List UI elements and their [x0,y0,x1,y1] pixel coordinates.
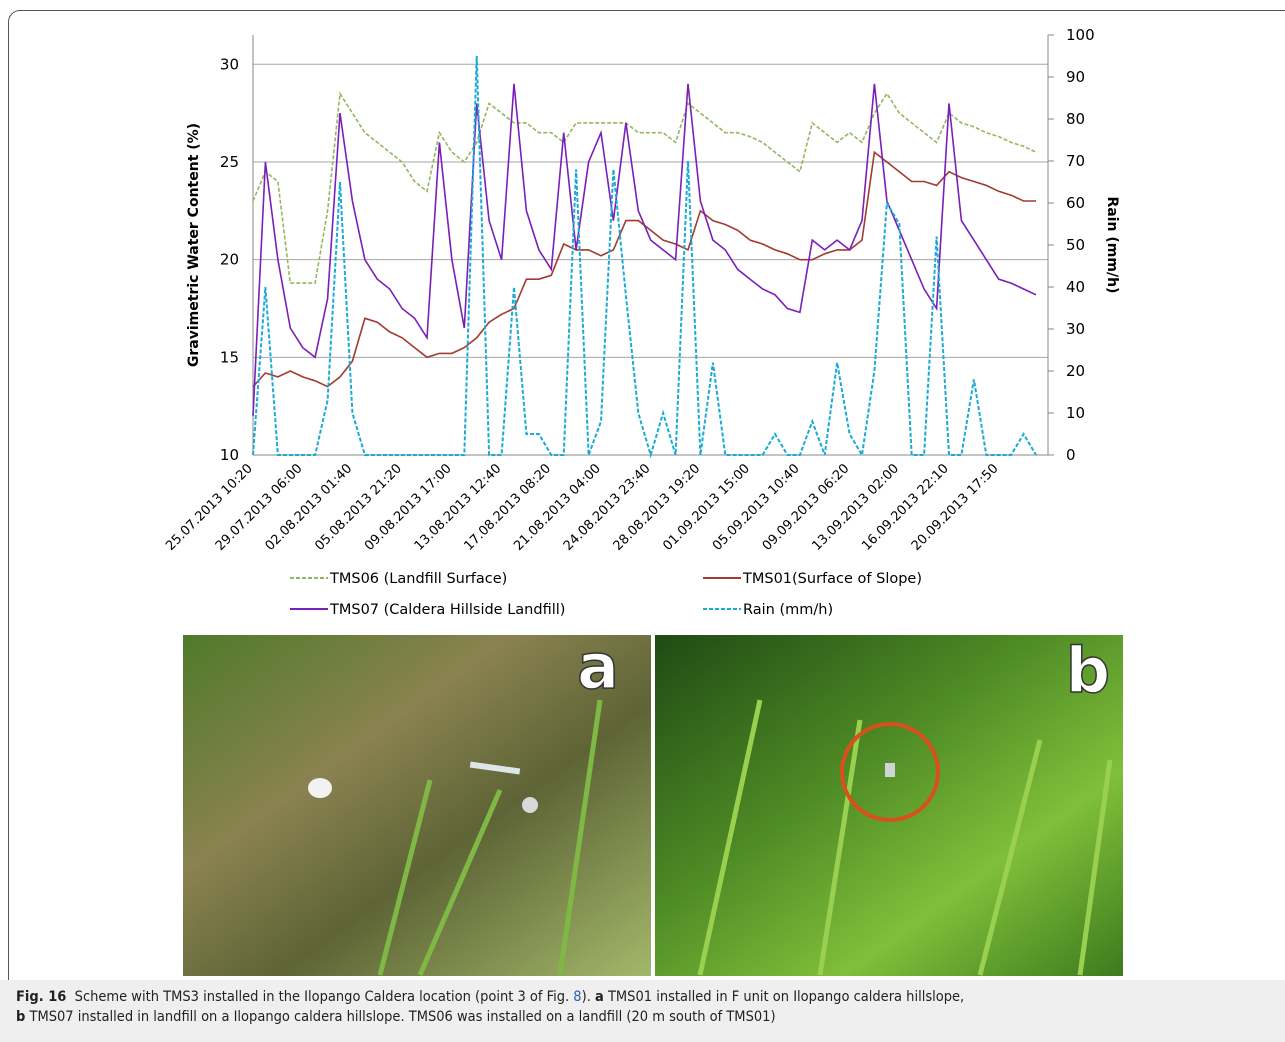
y2-tick-label: 20 [1066,362,1085,380]
legend-label: TMS07 (Caldera Hillside Landfill) [329,602,565,618]
x-tick-label: 20.09.2013 17:50 [909,461,1002,554]
caption-text: TMS01 installed in F unit on Ilopango ca… [607,989,965,1005]
y-axis-label: Gravimetric Water Content (%) [186,123,202,367]
y2-tick-label: 70 [1066,152,1085,170]
y-tick-label: 25 [220,153,239,171]
x-tick-label: 01.09.2013 15:00 [660,461,753,554]
x-tick-label: 16.09.2013 22:10 [859,461,952,554]
y2-tick-label: 0 [1066,446,1076,464]
caption-text: Scheme with TMS3 installed in the Ilopan… [74,989,574,1005]
caption-bold: a [594,989,604,1005]
y-tick-label: 30 [220,55,239,73]
y-tick-label: 15 [220,348,239,366]
y2-tick-label: 100 [1066,26,1095,44]
photo-label: b [1066,634,1110,707]
y2-tick-label: 40 [1066,278,1085,296]
y2-axis-label: Rain (mm/h) [1104,197,1120,294]
series-line [252,55,1037,459]
y2-tick-label: 30 [1066,320,1085,338]
x-tick-label: 05.09.2013 10:40 [710,461,803,554]
y2-tick-label: 80 [1066,110,1085,128]
photo-label: a [577,630,619,703]
x-tick-label: 25.07.2013 10:20 [163,461,256,554]
legend-label: TMS06 (Landfill Surface) [329,571,507,587]
series-line [252,91,1037,284]
x-tick-label: 05.08.2013 21:20 [312,461,405,554]
x-tick-label: 09.09.2013 06:20 [760,461,853,554]
x-tick-label: 13.09.2013 02:00 [809,461,902,554]
y2-tick-label: 60 [1066,194,1085,212]
y2-tick-label: 50 [1066,236,1085,254]
y-tick-label: 20 [220,251,239,269]
caption-text: ). [581,989,595,1005]
caption-link[interactable]: 8 [573,989,582,1005]
caption-label: Fig. 16 [16,989,67,1005]
x-tick-label: 13.08.2013 12:40 [412,461,505,554]
y2-tick-label: 10 [1066,404,1085,422]
caption: Fig. 16 Scheme with TMS3 installed in th… [0,980,1285,1042]
legend-label: TMS01(Surface of Slope) [742,571,922,587]
x-tick-label: 02.08.2013 01:40 [263,461,356,554]
y2-tick-label: 90 [1066,68,1085,86]
x-tick-label: 17.08.2013 08:20 [461,461,554,554]
x-tick-label: 28.08.2013 19:20 [611,461,704,554]
x-tick-label: 09.08.2013 17:00 [362,461,455,554]
x-tick-label: 21.08.2013 04:00 [511,461,604,554]
series-line [252,83,1037,416]
legend-label: Rain (mm/h) [743,602,833,618]
caption-text: TMS07 installed in landfill on a Ilopang… [29,1009,776,1025]
x-tick-label: 24.08.2013 23:40 [561,461,654,554]
y-tick-label: 10 [220,446,239,464]
photo-b: b [655,633,1123,976]
caption-bold: b [16,1009,26,1025]
photo-a: a [183,629,651,976]
x-tick-label: 29.07.2013 06:00 [213,461,306,554]
